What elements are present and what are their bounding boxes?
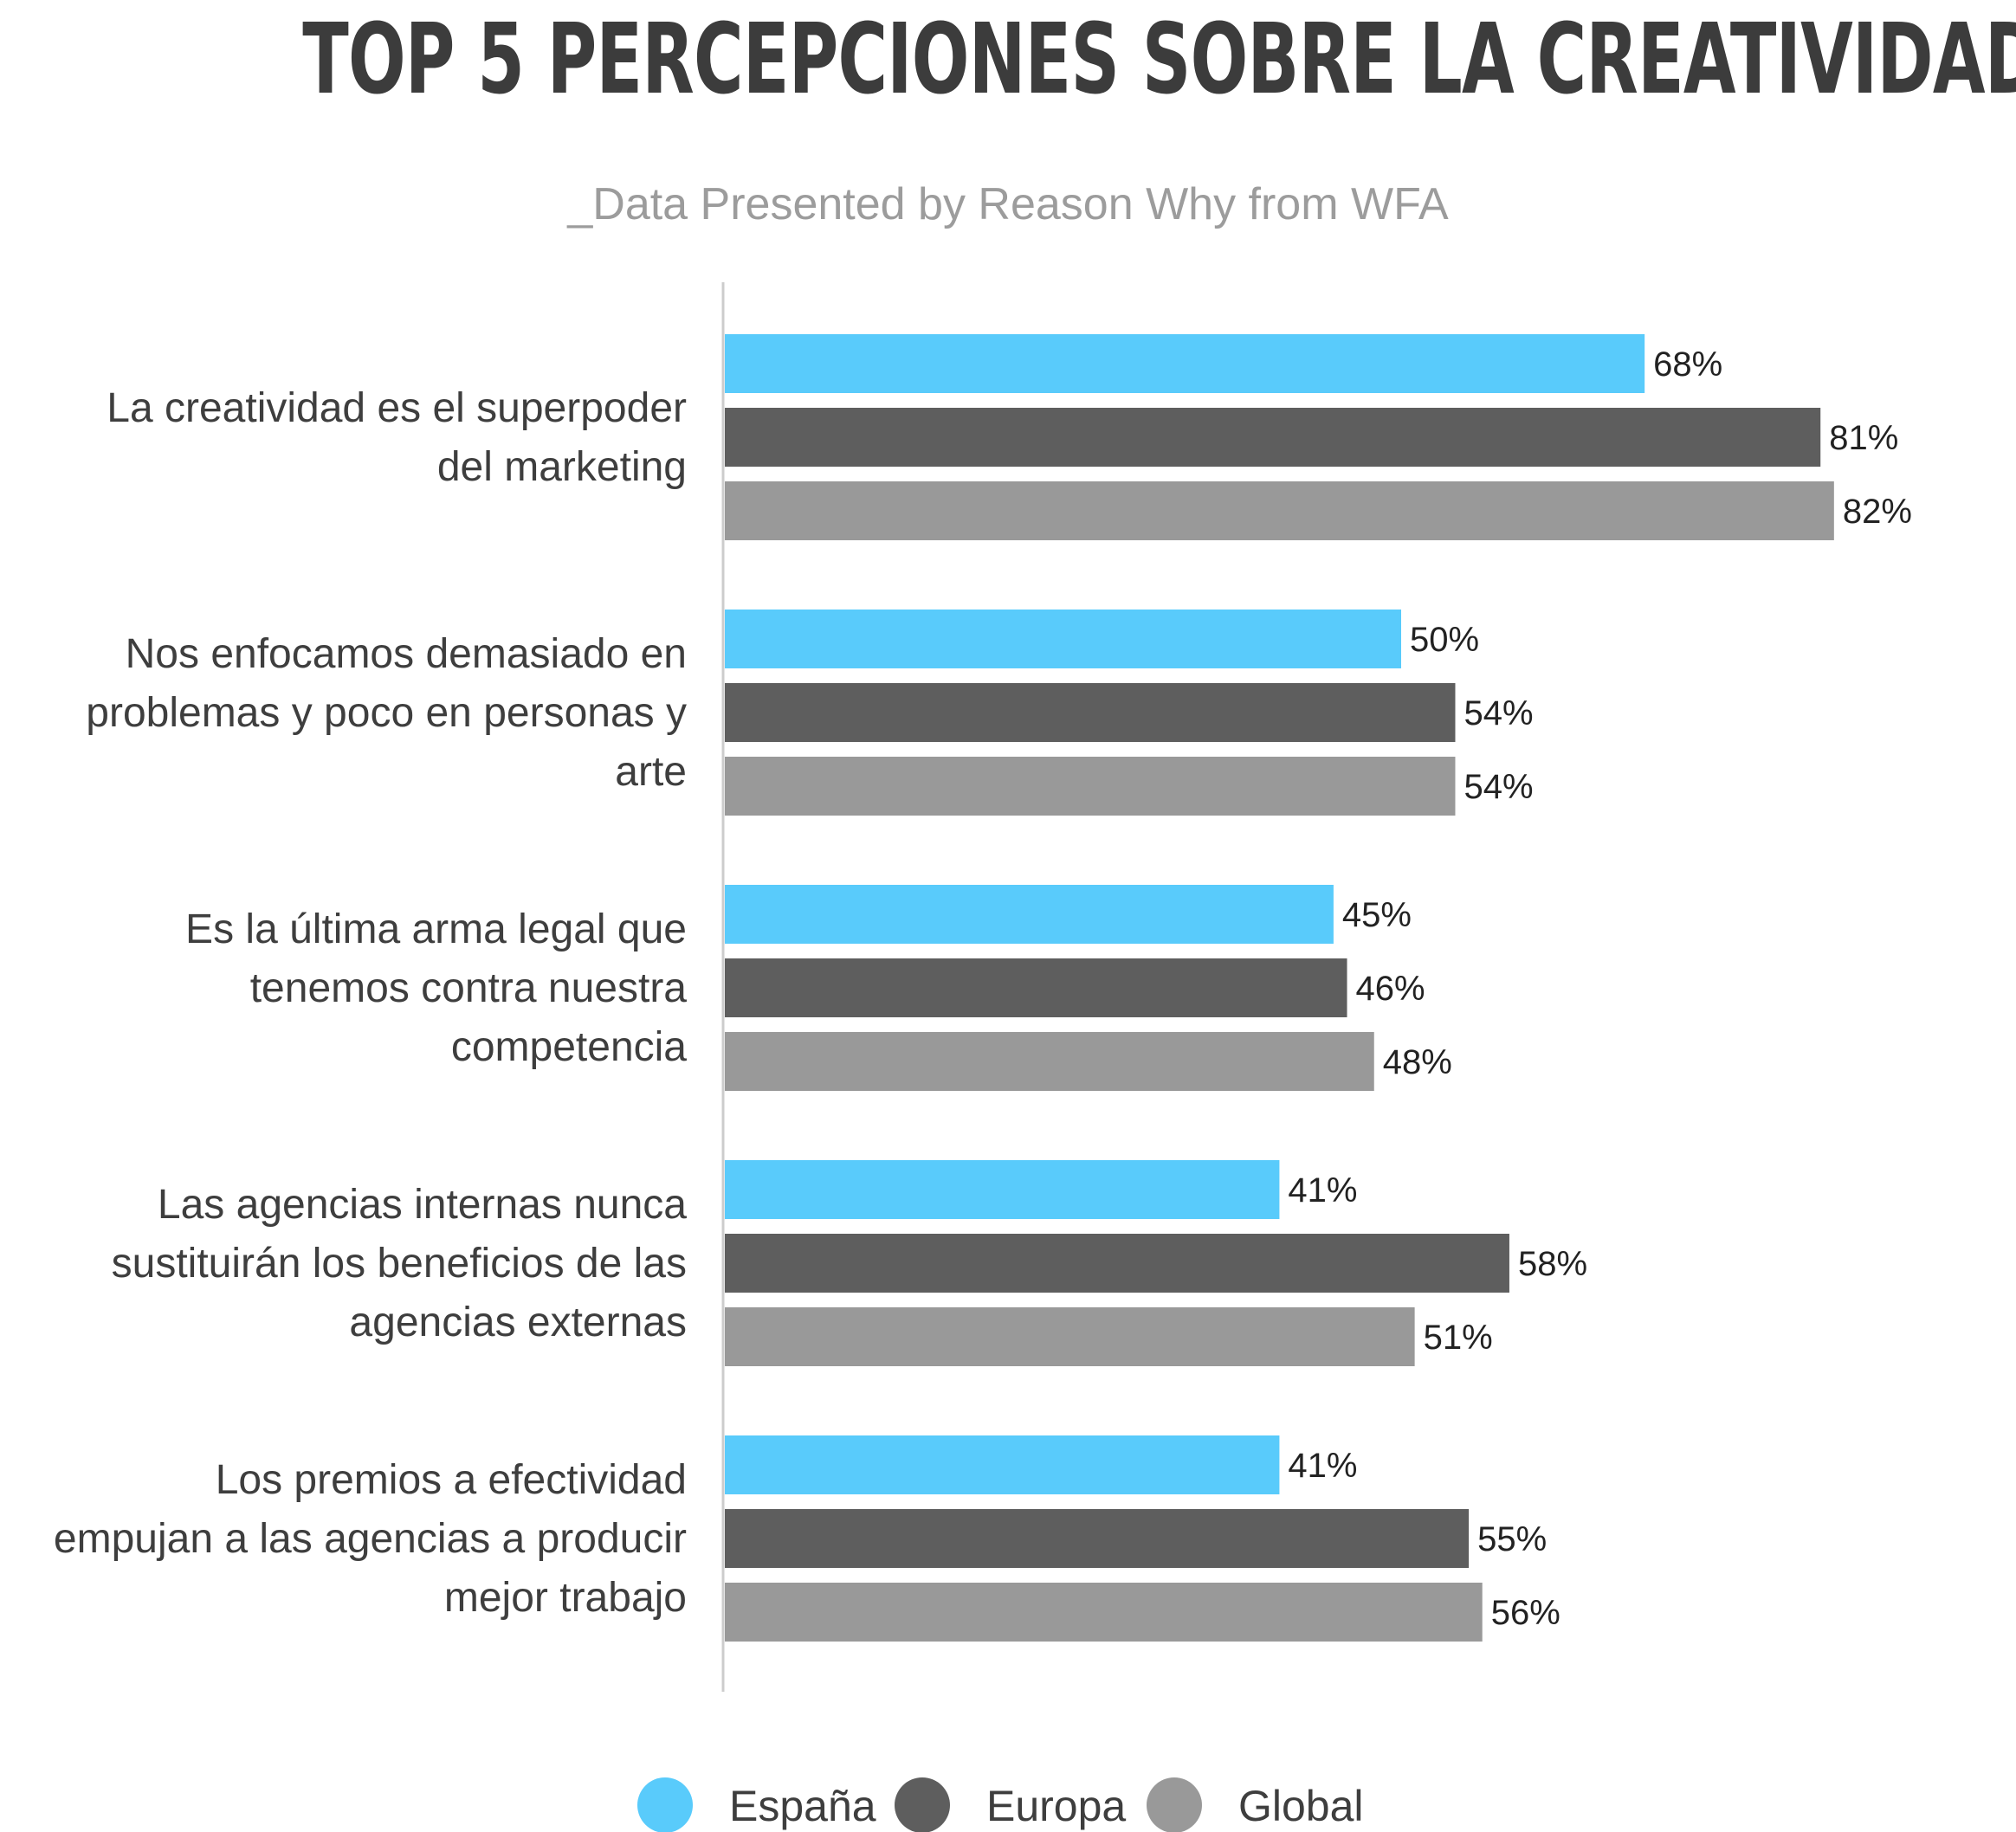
value-label-espana-3: 45% [1342, 896, 1412, 934]
value-label-espana-2: 50% [1410, 621, 1479, 659]
chart-subtitle: _Data Presented by Reason Why from WFA [567, 179, 1449, 229]
bar-global-5 [725, 1583, 1483, 1642]
bars-layer: 68% 81% 82% 50% 54% 54% 45% 46% 48% 41% 58% 51% 41% 5… [725, 334, 1912, 1642]
category-label-2-line-2: problemas y poco en personas y [86, 690, 687, 736]
value-label-global-2: 54% [1464, 768, 1533, 806]
category-label-4-line-3: agencias externas [349, 1300, 687, 1345]
bar-espana-3 [725, 885, 1334, 944]
legend-swatch-global [1147, 1777, 1202, 1832]
legend-label-europa: Europa [986, 1782, 1126, 1830]
legend-label-espana: España [729, 1782, 876, 1830]
value-label-global-3: 48% [1383, 1043, 1452, 1081]
value-label-global-1: 82% [1843, 493, 1912, 531]
bar-global-1 [725, 481, 1834, 540]
bar-europa-1 [725, 408, 1821, 467]
bar-espana-4 [725, 1160, 1280, 1219]
category-label-1-line-2: del marketing [437, 444, 687, 490]
value-label-europa-4: 58% [1518, 1245, 1587, 1283]
legend: España Europa Global [637, 1777, 1364, 1832]
legend-swatch-europa [895, 1777, 950, 1832]
category-label-3-line-1: Es la última arma legal que [185, 906, 687, 952]
category-label-3-line-2: tenemos contra nuestra [250, 965, 688, 1011]
bar-europa-5 [725, 1509, 1470, 1568]
legend-swatch-espana [637, 1777, 693, 1832]
bar-europa-4 [725, 1234, 1509, 1293]
category-label-4-line-2: sustituirán los beneficios de las [112, 1241, 687, 1287]
bar-global-2 [725, 757, 1456, 816]
bar-global-3 [725, 1032, 1374, 1091]
category-label-3-line-3: competencia [451, 1024, 687, 1070]
value-label-europa-3: 46% [1356, 970, 1425, 1008]
bar-espana-2 [725, 610, 1401, 668]
category-label-2-line-3: arte [615, 749, 687, 795]
legend-label-global: Global [1238, 1782, 1364, 1830]
category-label-5-line-1: Los premios a efectividad [216, 1457, 687, 1503]
category-labels: La creatividad es el superpoder del marke… [54, 385, 687, 1621]
value-label-espana-4: 41% [1288, 1171, 1357, 1210]
bar-global-4 [725, 1307, 1415, 1366]
value-label-europa-5: 55% [1477, 1520, 1547, 1558]
value-label-europa-2: 54% [1464, 694, 1533, 732]
bar-europa-2 [725, 683, 1456, 742]
category-label-2-line-1: Nos enfocamos demasiado en [126, 631, 687, 677]
value-label-europa-1: 81% [1829, 419, 1898, 457]
bar-espana-1 [725, 334, 1645, 393]
category-label-5-line-2: empujan a las agencias a producir [54, 1516, 687, 1562]
value-label-global-5: 56% [1491, 1594, 1560, 1632]
value-label-espana-5: 41% [1288, 1447, 1357, 1485]
bar-espana-5 [725, 1435, 1280, 1494]
category-label-5-line-3: mejor trabajo [444, 1575, 687, 1621]
bar-europa-3 [725, 958, 1347, 1017]
category-label-4-line-1: Las agencias internas nunca [158, 1182, 687, 1228]
category-label-1-line-1: La creatividad es el superpoder [107, 385, 687, 431]
value-label-espana-1: 68% [1653, 345, 1722, 384]
value-label-global-4: 51% [1424, 1319, 1493, 1357]
